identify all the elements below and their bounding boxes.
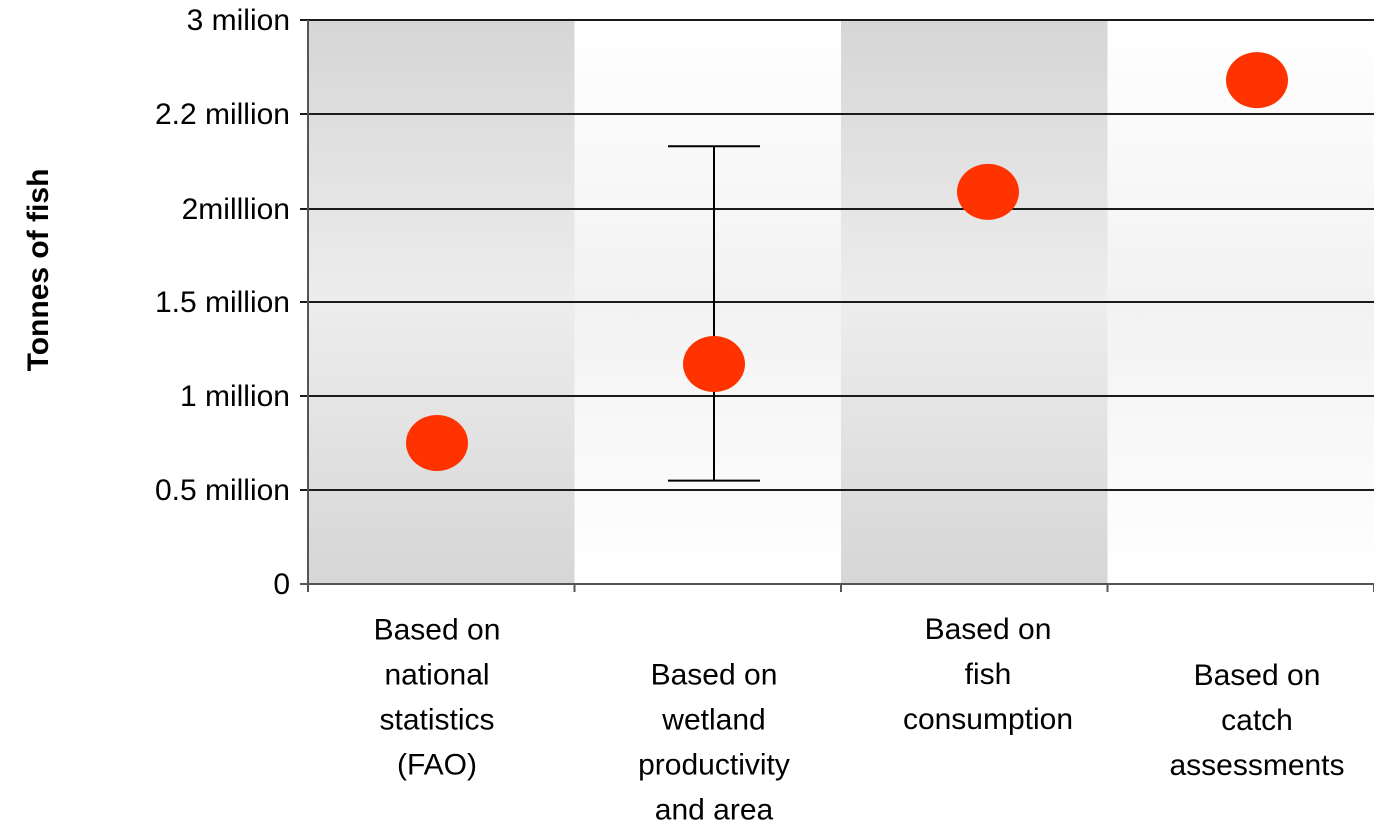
x-tick-labels: Based on national statistics (FAO) Based on w… [374,613,1345,820]
x-tick-label: Based on wetland productivity and area [638,659,790,820]
y-tick-label: 0.5 million [155,474,290,507]
y-tick-label: 3 milion [187,4,290,37]
y-axis-label: Tonnes of fish [22,169,55,372]
y-tick-label: 1.5 million [155,286,290,319]
y-tick-label: 1 million [180,380,290,413]
data-point [1226,52,1288,108]
data-point [683,336,745,392]
data-point [406,415,468,471]
data-point [957,164,1019,220]
y-tick-label: 0 [273,568,290,601]
x-tick-label: Based on fish consumption [903,613,1073,736]
y-tick-label: 2.2 million [155,98,290,131]
x-tick-label: Based on national statistics (FAO) [374,614,501,782]
x-tick-label: Based on catch assessments [1169,659,1344,782]
y-tick-labels: 0 0.5 million 1 million 1.5 million 2milllio… [155,4,290,601]
y-tick-label: 2milllion [182,193,290,226]
